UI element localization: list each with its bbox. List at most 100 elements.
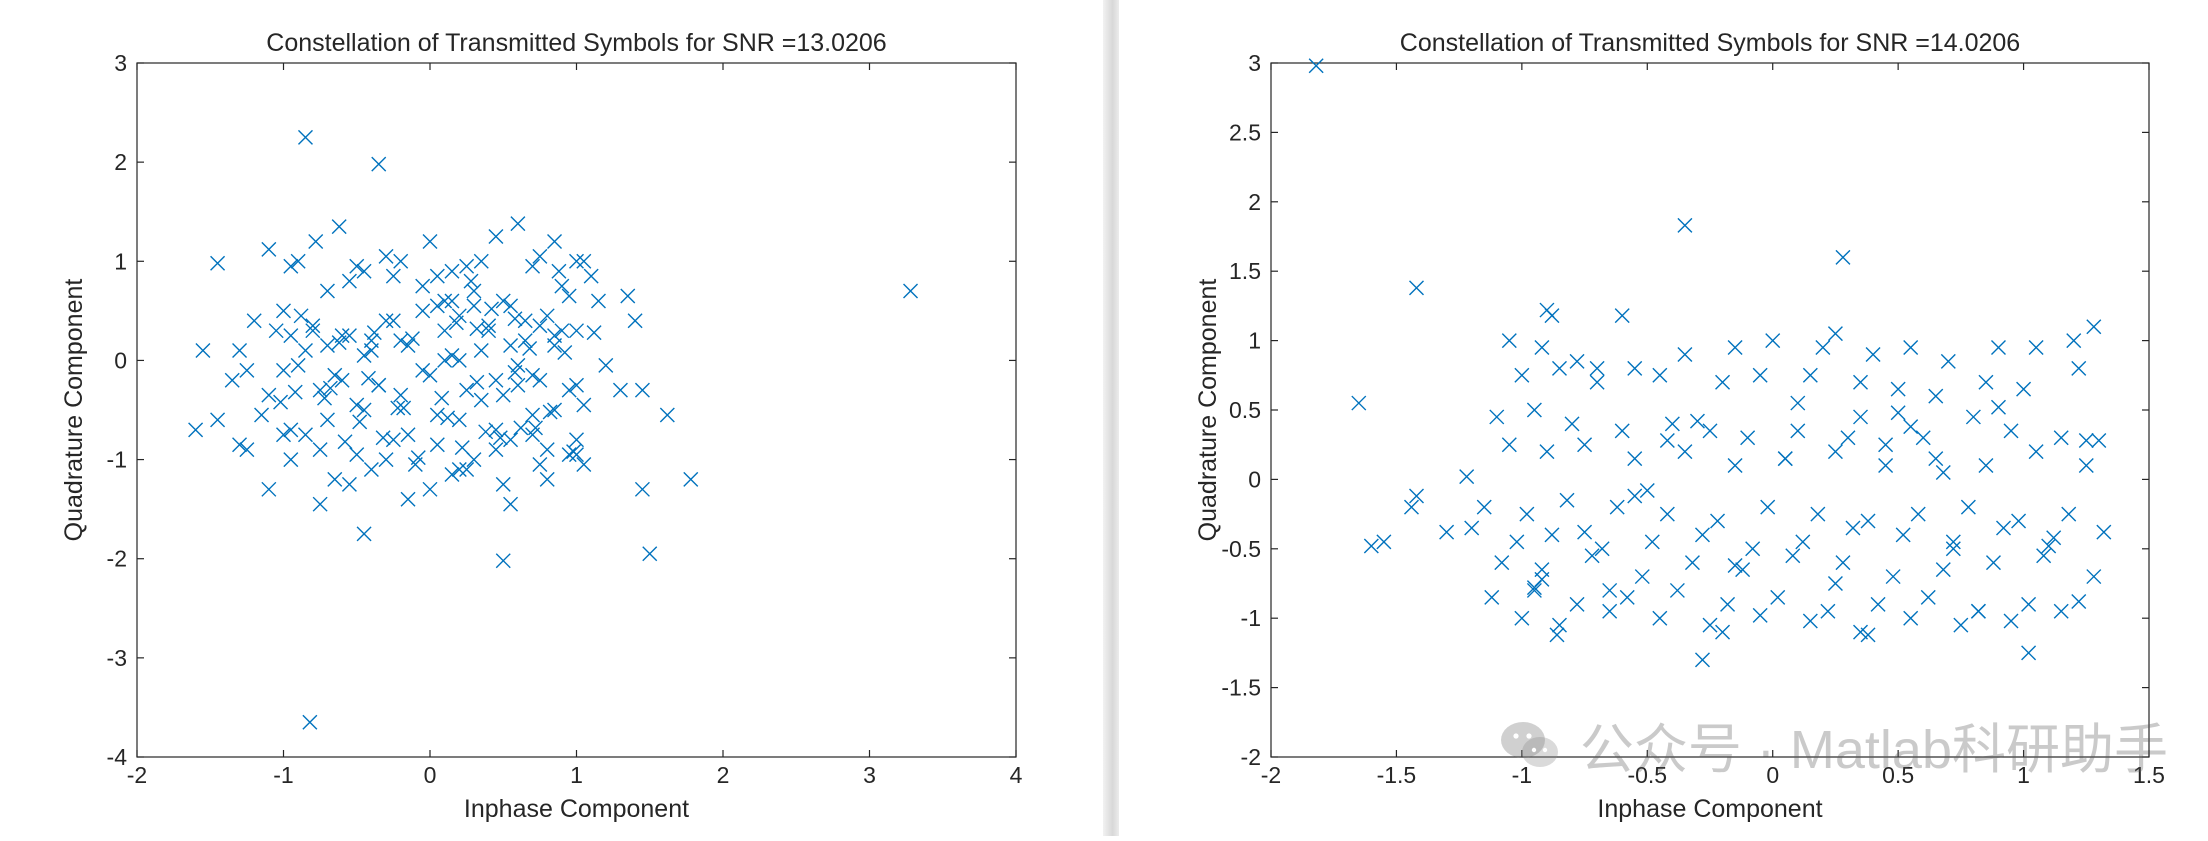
y-tick-label: -1 [1241,605,1261,631]
data-point [561,382,577,398]
data-point [371,377,387,393]
data-point [1634,569,1650,585]
watermark: 公众号 · Matlab科研助手 [1498,705,2168,784]
data-point [539,442,555,458]
y-axis-label: Quadrature Component [1194,279,1222,542]
chart-title: Constellation of Transmitted Symbols for… [266,29,886,57]
data-point [1614,423,1630,439]
data-point [444,466,460,482]
data-point [1544,527,1560,543]
data-point [1903,340,1919,356]
x-tick-label: -2 [1261,762,1281,788]
data-point [273,394,289,410]
data-point [1827,576,1843,591]
data-point [634,382,650,398]
data-point [1960,499,1976,515]
data-point [547,338,563,354]
x-tick-label: 1 [570,762,583,788]
data-point [561,288,577,304]
x-axis-label: Inphase Component [1597,795,1822,823]
data-point [1409,488,1424,504]
data-point [429,298,445,314]
data-point [352,414,368,430]
data-point [429,268,445,284]
data-point [1476,499,1492,515]
data-point [2071,594,2087,610]
data-point [444,347,460,363]
data-point [539,471,555,487]
data-point [532,372,548,388]
data-point [1835,555,1851,571]
data-point [378,313,394,329]
data-point [1459,469,1475,485]
data-point [378,248,394,264]
data-point [261,241,277,257]
data-point [517,313,533,329]
y-axis-label: Quadrature Component [60,279,88,542]
data-point [1514,367,1530,383]
data-point [2053,603,2069,619]
data-point [1464,520,1480,536]
data-point [620,288,636,304]
data-point [2086,569,2102,585]
data-point [1928,388,1944,404]
data-point [1639,483,1655,498]
data-point [1727,557,1743,573]
scatter-chart-right: -2 -1.5 -1 -0.5 0 0.5 1 1.5 -2 -1.5 -1 -0.5 0 0.5 1 1.5… [1194,29,2165,823]
y-tick-label: 1.5 [1229,258,1261,284]
data-point [1351,395,1367,411]
data-point [576,253,592,269]
y-tick-label: -0.5 [1221,536,1261,562]
data-point [437,323,453,339]
plot-area [1270,62,2150,758]
y-tick-label: 1 [1248,328,1261,354]
figure-right: -2 -1.5 -1 -0.5 0 0.5 1 1.5 -2 -1.5 -1 -0.5 0 0.5 1 1.5… [1119,0,2208,836]
data-point [566,444,582,460]
data-point [422,367,438,383]
data-point [396,400,412,416]
data-point [569,432,584,448]
data-point [1509,534,1525,550]
data-point [532,248,548,264]
data-point [683,471,699,487]
data-point [1727,458,1743,474]
data-point [1920,589,1936,605]
data-point [1602,603,1618,619]
data-point [527,420,543,436]
data-point [334,372,350,388]
data-point [1439,524,1455,540]
data-point [525,407,541,423]
data-point [327,367,343,383]
scatter-chart-left: -2 -1 0 1 2 3 4 -4 -3 -2 -1 0 1 2 3 Constellation of Tr… [60,29,1023,823]
data-point [366,325,382,341]
y-tick-label: 1 [114,248,127,274]
data-point [903,283,919,299]
data-point [1865,346,1881,362]
data-point [488,422,504,438]
data-point [1945,534,1961,550]
data-point [1710,513,1726,529]
data-point [283,422,299,438]
data-point [1910,506,1926,522]
data-point [410,450,426,466]
x-tick-label: -1 [1512,762,1532,788]
x-tick-label: 0 [1766,762,1779,788]
data-point [503,432,519,448]
window-divider[interactable] [1103,0,1119,836]
data-point [612,382,628,398]
data-point [510,216,526,232]
data-point [1589,360,1605,376]
data-point [583,268,599,284]
data-point [2028,340,2044,356]
data-point [356,526,372,542]
data-point [1484,589,1500,605]
data-point [466,283,482,299]
data-point [1551,360,1567,376]
data-point [356,347,372,363]
data-point [437,352,453,368]
x-tick-label: 1 [2017,762,2030,788]
data-point [484,301,500,317]
data-point [1564,416,1580,432]
data-point [290,357,306,373]
data-point [522,341,538,357]
